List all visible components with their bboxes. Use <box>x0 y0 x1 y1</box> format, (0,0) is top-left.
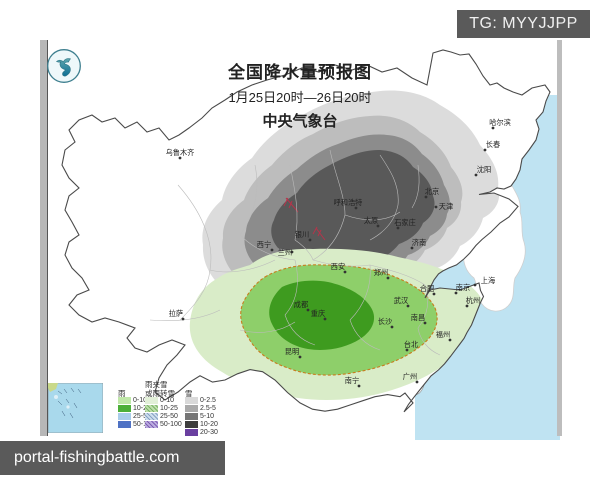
svg-text:呼和浩特: 呼和浩特 <box>334 198 363 207</box>
svg-text:太原: 太原 <box>364 216 378 225</box>
svg-text:上海: 上海 <box>481 276 495 285</box>
svg-text:兰州: 兰州 <box>278 248 292 257</box>
svg-text:广州: 广州 <box>403 372 417 381</box>
svg-text:长沙: 长沙 <box>378 317 392 326</box>
svg-text:西安: 西安 <box>331 262 345 271</box>
svg-text:拉萨: 拉萨 <box>169 309 183 318</box>
svg-text:石家庄: 石家庄 <box>394 218 416 227</box>
svg-text:台北: 台北 <box>404 340 418 349</box>
svg-text:南昌: 南昌 <box>411 313 425 322</box>
svg-text:昆明: 昆明 <box>285 347 299 356</box>
svg-text:福州: 福州 <box>436 330 450 339</box>
svg-text:合肥: 合肥 <box>420 284 434 293</box>
svg-text:成都: 成都 <box>294 300 308 309</box>
svg-text:乌鲁木齐: 乌鲁木齐 <box>166 148 195 157</box>
svg-text:西宁: 西宁 <box>257 240 271 249</box>
svg-text:长春: 长春 <box>486 140 500 149</box>
svg-text:郑州: 郑州 <box>374 268 388 277</box>
svg-text:北京: 北京 <box>425 187 439 196</box>
svg-text:武汉: 武汉 <box>394 296 408 305</box>
svg-text:杭州: 杭州 <box>466 296 480 305</box>
svg-text:天津: 天津 <box>439 202 453 211</box>
svg-text:南京: 南京 <box>456 283 470 292</box>
svg-text:济南: 济南 <box>412 238 426 247</box>
svg-text:沈阳: 沈阳 <box>477 165 491 174</box>
svg-text:重庆: 重庆 <box>311 309 325 318</box>
svg-text:银川: 银川 <box>295 230 309 239</box>
svg-text:南宁: 南宁 <box>345 376 359 385</box>
